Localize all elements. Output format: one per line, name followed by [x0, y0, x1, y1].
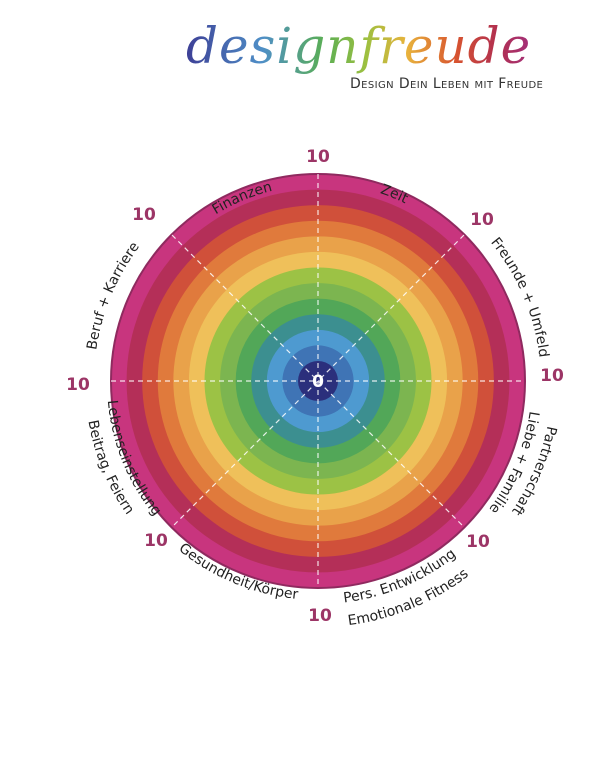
designfreude-logo: designfreude Design Dein Leben mit Freud… — [180, 14, 600, 104]
logo-wordmark: designfreude — [186, 14, 531, 78]
max-label-bottom-left: 10 — [144, 531, 168, 551]
max-label-bottom-right: 10 — [466, 532, 490, 552]
logo-tagline: Design Dein Leben mit Freude — [350, 76, 544, 92]
max-label-top-left: 10 — [132, 205, 156, 225]
max-label-left: 10 — [66, 375, 90, 395]
max-label-bottom: 10 — [308, 606, 332, 626]
center-zero-label: 0 — [312, 372, 324, 392]
max-label-right: 10 — [540, 366, 564, 386]
spokes — [111, 174, 525, 588]
max-label-top: 10 — [306, 147, 330, 167]
max-label-top-right: 10 — [470, 210, 494, 230]
